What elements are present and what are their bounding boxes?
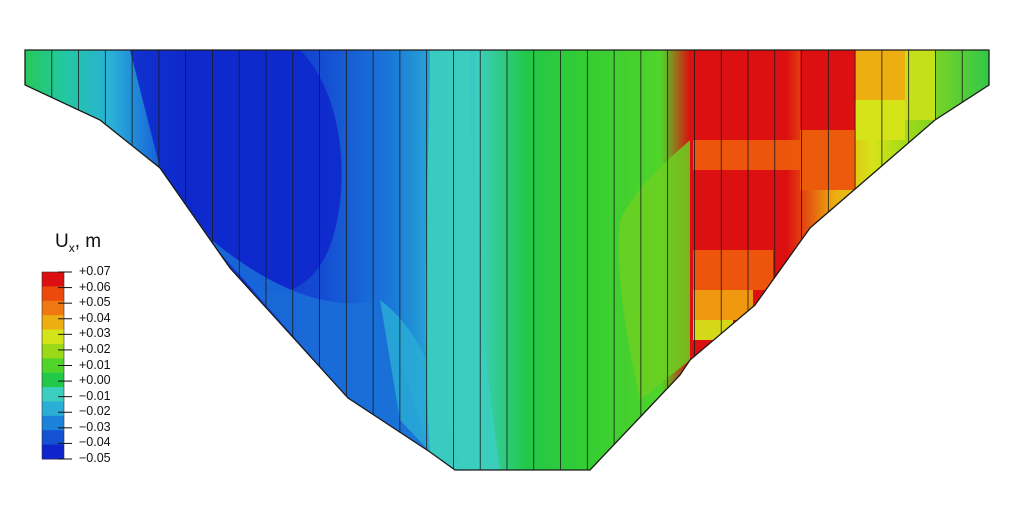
legend-swatch	[42, 372, 64, 388]
legend-swatch	[42, 401, 64, 417]
legend-tick-label: +0.01	[79, 357, 111, 372]
legend-tick-label: +0.02	[79, 341, 111, 356]
legend-swatch	[42, 300, 64, 316]
legend-title: Ux, m	[55, 231, 102, 255]
legend-swatch	[42, 286, 64, 302]
legend-tick-label: +0.04	[79, 310, 111, 325]
legend-swatch	[42, 343, 64, 359]
legend-tick-label: +0.06	[79, 279, 111, 294]
legend-colorbar	[41, 271, 72, 460]
legend-swatch	[42, 444, 64, 460]
legend-tick-label: −0.05	[79, 451, 111, 465]
legend-tick-label: +0.07	[79, 264, 111, 278]
legend-swatch	[42, 329, 64, 345]
legend-swatch	[42, 430, 64, 446]
legend-swatch	[42, 315, 64, 331]
legend-tick-label: −0.01	[79, 388, 111, 403]
legend-tick-label: +0.03	[79, 326, 111, 341]
legend-swatch	[42, 272, 64, 287]
legend-swatch	[42, 415, 64, 431]
dam-outline	[24, 49, 990, 471]
legend-tick-label: +0.05	[79, 295, 111, 310]
legend-swatch	[42, 358, 64, 374]
legend-tick-label: −0.02	[79, 404, 111, 419]
legend-swatch	[42, 387, 64, 402]
legend-tick-label: +0.00	[79, 373, 111, 388]
legend-tick-label: −0.03	[79, 419, 111, 434]
legend-tick-label: −0.04	[79, 435, 111, 450]
